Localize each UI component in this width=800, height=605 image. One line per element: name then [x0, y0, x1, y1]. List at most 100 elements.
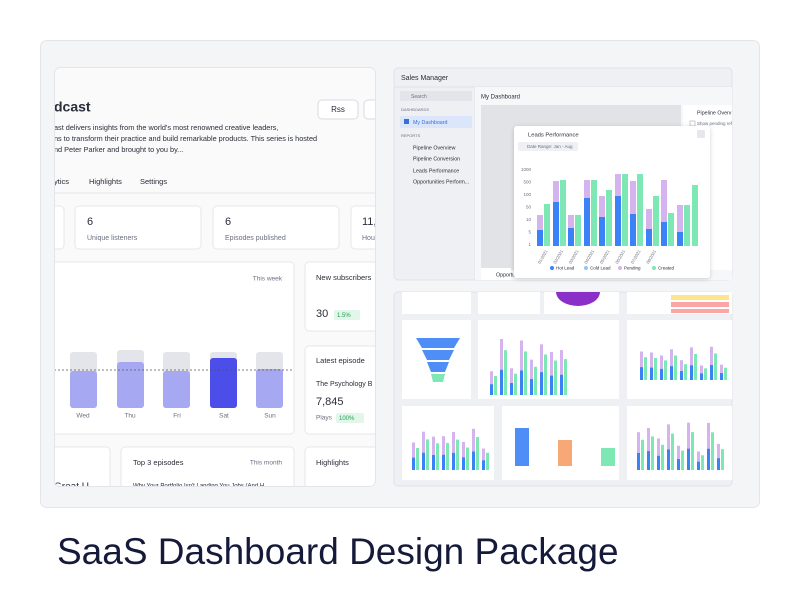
- thumb-bar: [472, 451, 475, 470]
- page-title: My Dashboard: [481, 95, 520, 101]
- thumb-bar: [681, 450, 684, 470]
- nav-item[interactable]: Pipeline Conversion: [413, 156, 460, 162]
- thumb-bar: [647, 427, 650, 470]
- stat-card: [212, 205, 340, 250]
- day-label: Thu: [124, 413, 136, 420]
- stat-card: [350, 205, 376, 250]
- thumb-bar: [680, 371, 683, 380]
- thumb-bar: [690, 365, 693, 380]
- card-title: Highlights: [316, 458, 349, 467]
- top-episodes-card: [120, 446, 295, 487]
- thumb-bar: [664, 360, 667, 380]
- stat-card: [74, 205, 202, 250]
- side-card-option[interactable]: Show pending ref: [697, 121, 733, 126]
- thumb-bar: [667, 424, 670, 470]
- thumb-bar: [657, 438, 660, 470]
- y-tick-label: 5: [528, 230, 531, 235]
- thumb-bar: [490, 384, 493, 395]
- thumb-bar: [452, 432, 455, 470]
- thumb-bar: [707, 422, 710, 470]
- thumb-bar: [436, 443, 439, 470]
- change-badge: 100%: [339, 416, 355, 422]
- search-box[interactable]: Search: [411, 94, 427, 100]
- thumb-bar: [476, 437, 479, 470]
- thumb-bar: [564, 359, 567, 395]
- day-label: Sat: [219, 413, 229, 420]
- thumb-bar: [514, 373, 517, 395]
- thumb-bar: [456, 439, 459, 470]
- podcast-panel: dcast ast delivers insights from the wor…: [54, 67, 394, 493]
- weekly-card: [54, 261, 295, 435]
- thumb-bar: [640, 351, 643, 380]
- thumb-bar: [432, 436, 435, 470]
- description-line: ast delivers insights from the world's m…: [54, 123, 278, 132]
- rss-label: Rss: [331, 105, 345, 114]
- share-button[interactable]: [363, 99, 394, 120]
- stat-label: Unique listeners: [87, 235, 138, 242]
- card-title: Latest episode: [316, 356, 365, 365]
- nav-item[interactable]: Pipeline Overview: [413, 145, 456, 151]
- date-range[interactable]: Date Range: Jan - Aug: [527, 144, 573, 149]
- thumb-bar: [494, 375, 497, 395]
- tab[interactable]: Settings: [140, 177, 167, 186]
- thumb-bar: [687, 448, 690, 470]
- description-line: ns to transform their practice and build…: [54, 134, 317, 143]
- thumb-bar: [707, 448, 710, 470]
- thumb-bar: [466, 447, 469, 470]
- thumb-bar: [640, 367, 643, 380]
- thumb-bar: [524, 351, 527, 395]
- day-label: Wed: [76, 413, 90, 420]
- thumb-bar: [554, 360, 557, 395]
- weekly-bars: [54, 350, 292, 408]
- thumb-bar: [690, 347, 693, 380]
- card-title: Top 3 episodes: [133, 458, 184, 467]
- rss-button[interactable]: [317, 99, 359, 120]
- episode-name: The Psychology B: [316, 381, 373, 388]
- thumb-bar: [550, 375, 553, 395]
- thumb-bar: [651, 436, 654, 470]
- thumb-bar: [720, 373, 723, 380]
- footer-title: SaaS Dashboard Design Package: [57, 531, 619, 572]
- thumb-bar: [530, 379, 533, 395]
- thumb-bar: [544, 354, 547, 395]
- thumb-bar: [452, 452, 455, 470]
- legend-swatch: [550, 266, 554, 270]
- thumb-bar: [680, 360, 683, 380]
- popup-bars: [537, 174, 698, 246]
- nav-heading: REPORTS: [401, 133, 421, 138]
- thumb-bar: [711, 432, 714, 470]
- thumb-bar: [657, 455, 660, 470]
- thumb-bar: [661, 444, 664, 470]
- subscribers-value: 30: [316, 308, 328, 320]
- thumb-bar: [416, 447, 419, 470]
- thumb-bar: [412, 457, 415, 470]
- thumb-bar: [677, 459, 680, 470]
- nav-item[interactable]: My Dashboard: [413, 120, 447, 126]
- tab[interactable]: Highlights: [89, 177, 122, 186]
- nav-item[interactable]: Leads Performance: [413, 168, 459, 174]
- subscribers-card: [304, 261, 376, 332]
- legend-swatch: [618, 266, 622, 270]
- day-label: Fri: [173, 413, 181, 420]
- legend-label: Hot Lead: [556, 266, 575, 271]
- bottom-card-title: Opportu: [496, 272, 515, 278]
- thumb-bar: [482, 460, 485, 470]
- app-title: Sales Manager: [401, 75, 449, 82]
- thumb-bar: [550, 351, 553, 395]
- cut-card-title: Great U: [54, 482, 89, 493]
- stat-label: Hou: [362, 235, 375, 242]
- thumb-bar: [500, 338, 503, 395]
- thumb-bar: [510, 383, 513, 395]
- thumb-bar: [422, 431, 425, 470]
- change-badge: 1.5%: [337, 313, 351, 319]
- tab[interactable]: ytics: [54, 177, 69, 186]
- thumb-bar: [710, 365, 713, 380]
- side-card-title: Pipeline Overv: [697, 110, 732, 116]
- nav-item[interactable]: Opportunities Perform...: [413, 179, 469, 185]
- period: This week: [253, 276, 283, 283]
- thumb-bar: [504, 350, 507, 395]
- y-tick-label: 100: [523, 192, 531, 197]
- thumb-bar: [670, 349, 673, 380]
